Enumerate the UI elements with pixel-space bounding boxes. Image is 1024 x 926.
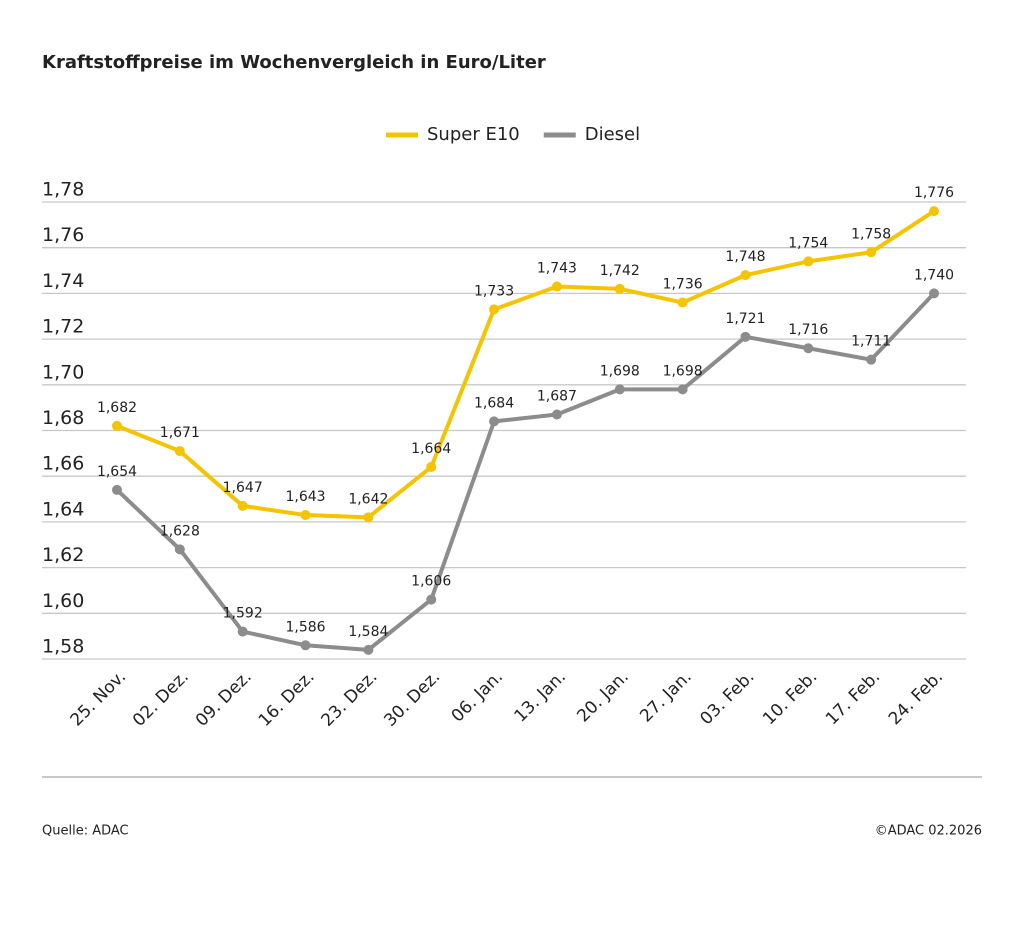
data-point (866, 247, 877, 258)
data-point (866, 354, 877, 365)
data-point (740, 270, 751, 281)
y-tick-label: 1,60 (42, 590, 84, 612)
y-tick-label: 1,78 (42, 179, 84, 201)
data-point (300, 640, 311, 651)
y-tick-label: 1,72 (42, 316, 84, 338)
y-tick-label: 1,66 (42, 453, 84, 475)
data-label: 1,586 (285, 619, 325, 635)
data-label: 1,654 (97, 464, 137, 480)
data-point (677, 297, 688, 308)
legend-label: Diesel (585, 124, 640, 145)
x-tick-label: 20. Jan. (573, 667, 632, 726)
data-label: 1,642 (348, 491, 388, 507)
data-point (426, 462, 437, 473)
chart-title: Kraftstoffpreise im Wochenvergleich in E… (42, 52, 546, 73)
copyright: ©ADAC 02.2026 (875, 824, 982, 839)
data-label: 1,740 (914, 267, 954, 283)
data-point (803, 256, 814, 267)
data-point (174, 446, 185, 457)
y-tick-label: 1,62 (42, 544, 84, 566)
legend-label: Super E10 (427, 124, 520, 145)
data-point (112, 420, 122, 431)
data-point (426, 594, 437, 605)
y-tick-label: 1,58 (42, 636, 84, 658)
data-point (489, 416, 500, 427)
data-label: 1,754 (788, 235, 828, 251)
data-label: 1,592 (223, 606, 263, 622)
x-tick-label: 25. Nov. (67, 667, 130, 730)
data-point (677, 384, 688, 395)
x-tick-label: 02. Dez. (129, 667, 193, 731)
y-tick-label: 1,74 (42, 270, 84, 292)
x-tick-label: 09. Dez. (192, 667, 256, 731)
data-point (929, 288, 939, 299)
series-line (115, 292, 936, 652)
data-point (614, 283, 625, 294)
data-point (740, 331, 751, 342)
data-label: 1,776 (914, 185, 954, 201)
data-label: 1,716 (788, 322, 828, 338)
data-label: 1,698 (600, 363, 640, 379)
data-label: 1,758 (851, 226, 891, 242)
data-point (614, 384, 625, 395)
data-label: 1,671 (160, 425, 200, 441)
x-tick-label: 23. Dez. (318, 667, 382, 731)
y-tick-label: 1,76 (42, 224, 84, 246)
x-tick-label: 30. Dez. (380, 667, 444, 731)
data-point (489, 304, 500, 315)
data-label: 1,684 (474, 395, 514, 411)
data-label: 1,721 (725, 311, 765, 327)
data-label: 1,736 (663, 277, 703, 293)
data-label: 1,687 (537, 389, 577, 405)
data-label: 1,748 (725, 249, 765, 265)
y-tick-label: 1,68 (42, 407, 84, 429)
y-tick-label: 1,64 (42, 498, 84, 520)
series-line (116, 209, 936, 520)
x-tick-label: 17. Feb. (822, 667, 884, 729)
x-tick-label: 06. Jan. (448, 667, 507, 726)
data-point (174, 544, 185, 555)
data-point (363, 512, 374, 523)
data-point (929, 206, 939, 217)
data-label: 1,698 (663, 363, 703, 379)
y-tick-label: 1,70 (42, 361, 84, 383)
source: Quelle: ADAC (42, 824, 129, 839)
data-point (551, 409, 562, 420)
data-label: 1,682 (97, 400, 137, 416)
data-label: 1,664 (411, 441, 451, 457)
data-label: 1,606 (411, 574, 451, 590)
x-tick-label: 16. Dez. (255, 667, 319, 731)
x-tick-label: 10. Feb. (759, 667, 821, 729)
data-label: 1,711 (851, 334, 891, 350)
data-point (803, 343, 814, 354)
x-tick-label: 13. Jan. (511, 667, 570, 726)
data-label: 1,647 (223, 480, 263, 496)
data-label: 1,628 (160, 523, 200, 539)
data-label: 1,733 (474, 283, 514, 299)
data-point (112, 484, 122, 495)
data-point (363, 644, 374, 655)
data-point (300, 510, 311, 521)
data-label: 1,643 (285, 489, 325, 505)
data-point (237, 626, 248, 637)
x-tick-label: 03. Feb. (696, 667, 758, 729)
data-point (237, 500, 248, 511)
data-label: 1,742 (600, 263, 640, 279)
data-point (551, 281, 562, 292)
x-tick-label: 24. Feb. (885, 667, 947, 729)
x-tick-label: 27. Jan. (636, 667, 695, 726)
data-label: 1,584 (348, 624, 388, 640)
data-label: 1,743 (537, 261, 577, 277)
